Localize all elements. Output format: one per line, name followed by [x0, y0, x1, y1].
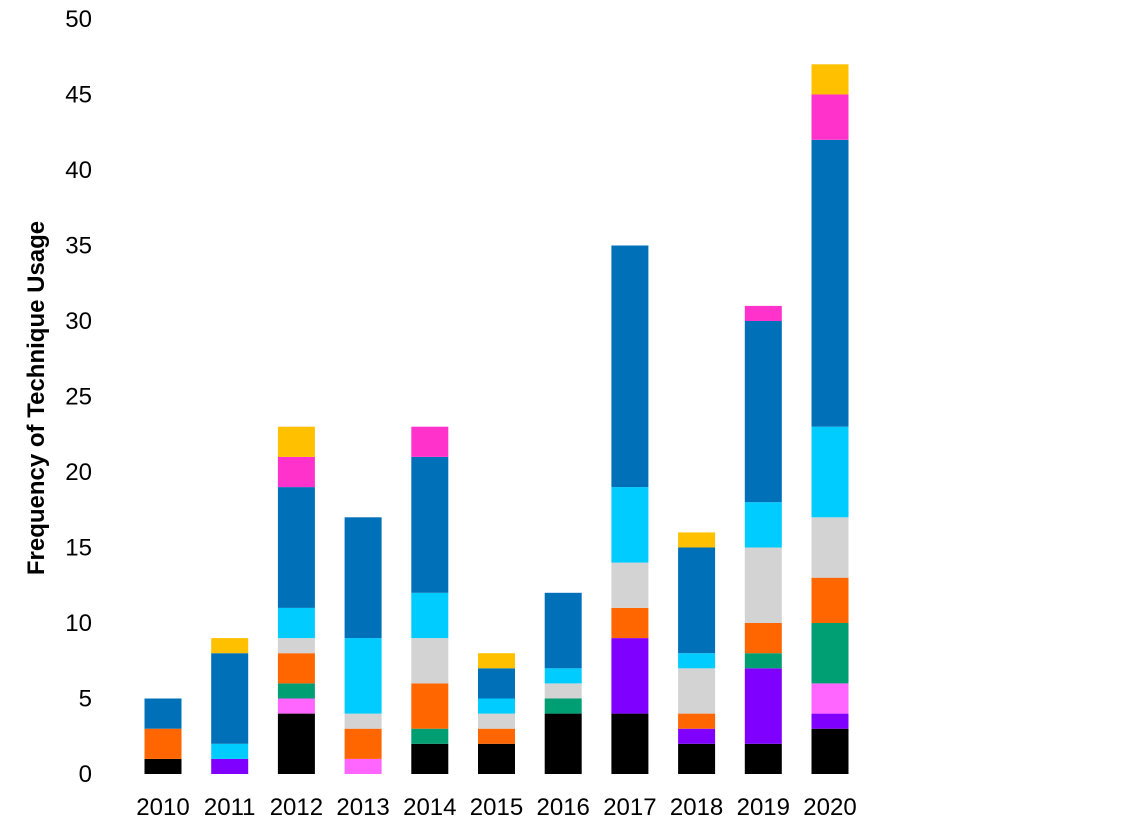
bar-segment — [611, 487, 649, 563]
bar-segment — [811, 517, 849, 578]
bar-segment — [478, 698, 515, 714]
bar-segment — [277, 713, 315, 774]
bar-segment — [544, 592, 582, 669]
bar-segment — [277, 456, 315, 488]
y-tick-label: 30 — [65, 308, 92, 335]
y-tick-label: 45 — [65, 82, 92, 109]
x-tick-label: 2011 — [204, 794, 256, 821]
y-tick-label: 5 — [79, 686, 92, 713]
bar-segment — [678, 713, 716, 729]
bar-segment — [678, 668, 716, 714]
y-tick-label: 10 — [65, 610, 92, 637]
bar-segment — [811, 94, 849, 140]
x-tick-label: 2019 — [737, 794, 790, 821]
bar-segment — [678, 653, 716, 669]
bar-segment — [811, 683, 849, 714]
x-tick-label: 2012 — [270, 794, 323, 821]
bar-segment — [411, 456, 449, 593]
bar-segment — [411, 426, 449, 457]
bar-segment — [811, 623, 849, 684]
bar-segment — [678, 743, 716, 774]
bar-segment — [411, 638, 449, 684]
bar-segment — [344, 517, 382, 639]
bar-segment — [277, 487, 315, 608]
bar-segment — [211, 638, 249, 654]
bar-segment — [411, 592, 449, 639]
bar-segment — [611, 562, 649, 608]
bar-segment — [544, 683, 582, 699]
y-tick-label: 35 — [65, 233, 92, 260]
bar-segment — [478, 653, 515, 669]
bar-segment — [277, 426, 315, 457]
y-tick-label: 20 — [65, 459, 92, 486]
bar-segment — [277, 638, 315, 654]
bar-segment — [811, 713, 849, 729]
x-tick-label: 2014 — [403, 794, 456, 821]
y-axis-ticks: 0 5 10 15 20 25 30 35 40 45 50 — [65, 6, 92, 788]
bar-segment — [611, 638, 649, 714]
bar-segment — [744, 743, 782, 774]
x-tick-label: 2018 — [670, 794, 723, 821]
bar-segment — [744, 653, 782, 669]
x-tick-label: 2017 — [603, 794, 656, 821]
bar-segment — [411, 743, 449, 774]
bar-segment — [544, 698, 582, 714]
bar-segment — [611, 713, 649, 774]
bar-segment — [144, 698, 182, 729]
bar-segment — [478, 728, 515, 744]
bar-segment — [744, 547, 782, 623]
bar-segment — [211, 653, 249, 744]
bar-segment — [344, 638, 382, 714]
bar-segment — [811, 577, 849, 623]
bar-segment — [211, 743, 249, 759]
bar-segment — [277, 698, 315, 714]
bar-segment — [611, 245, 649, 488]
bars-layer — [144, 64, 849, 774]
bar-segment — [744, 321, 782, 503]
bar-segment — [811, 64, 849, 95]
bar-segment — [211, 758, 249, 774]
x-tick-label: 2016 — [537, 794, 590, 821]
x-axis-ticks: 2010 2011 2012 2013 2014 2015 2016 2017 2018 2019… — [136, 794, 856, 821]
x-tick-label: 2010 — [136, 794, 189, 821]
bar-segment — [344, 728, 382, 759]
bar-segment — [478, 668, 515, 699]
bar-segment — [411, 728, 449, 744]
y-tick-label: 50 — [65, 6, 92, 33]
bar-segment — [811, 139, 849, 427]
y-axis-label: Frequency of Technique Usage — [23, 221, 50, 575]
y-tick-label: 15 — [65, 535, 92, 562]
bar-segment — [678, 728, 716, 744]
bar-segment — [678, 547, 716, 654]
bar-segment — [478, 713, 515, 729]
x-tick-label: 2020 — [803, 794, 856, 821]
bar-segment — [811, 426, 849, 518]
y-tick-label: 25 — [65, 384, 92, 411]
bar-segment — [344, 758, 382, 774]
bar-segment — [344, 713, 382, 729]
bar-segment — [678, 532, 716, 548]
bar-segment — [744, 668, 782, 744]
bar-segment — [478, 743, 515, 774]
bar-segment — [411, 683, 449, 729]
bar-segment — [144, 758, 182, 774]
bar-segment — [277, 683, 315, 699]
bar-segment — [744, 623, 782, 654]
bar-segment — [144, 728, 182, 759]
bar-segment — [811, 728, 849, 774]
x-tick-label: 2015 — [470, 794, 523, 821]
x-tick-label: 2013 — [336, 794, 389, 821]
bar-segment — [277, 653, 315, 684]
bar-segment — [744, 502, 782, 548]
bar-segment — [744, 305, 782, 321]
bar-segment — [544, 713, 582, 774]
bar-segment — [544, 668, 582, 684]
bar-segment — [611, 607, 649, 639]
bar-segment — [277, 607, 315, 639]
y-tick-label: 40 — [65, 157, 92, 184]
y-tick-label: 0 — [79, 761, 92, 788]
